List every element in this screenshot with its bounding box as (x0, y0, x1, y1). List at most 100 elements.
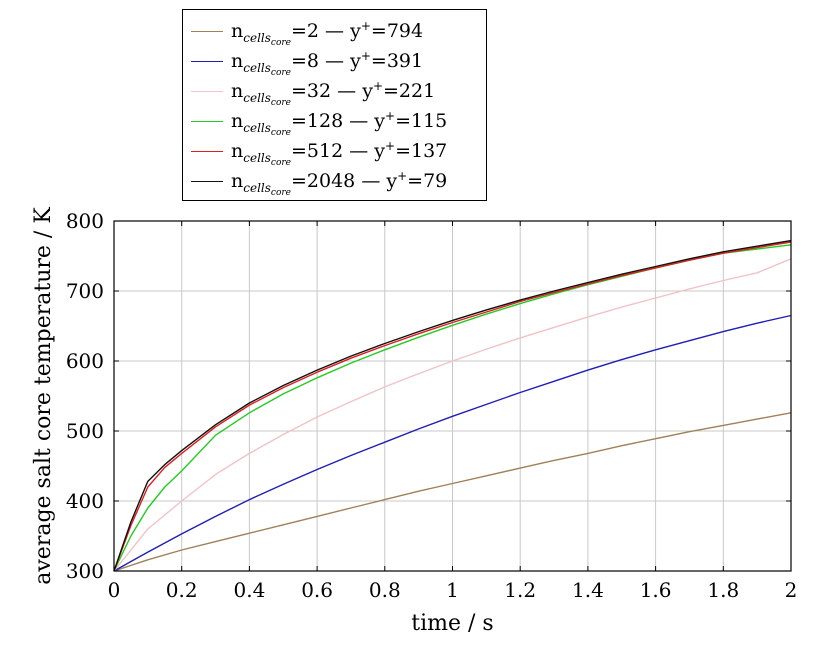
x-tick-label: 0.6 (301, 578, 333, 602)
series-line-4 (113, 241, 792, 572)
legend-label-part: =137 (395, 139, 448, 162)
legend-label-part: n (231, 79, 244, 102)
legend-label-part: — (319, 49, 351, 72)
legend-sub-cells: cells (243, 30, 271, 45)
legend-label-part: cellscore (243, 30, 291, 48)
legend-label: ncellscore=2 — y+=794 (231, 19, 424, 48)
x-tick-label: 2 (785, 578, 798, 602)
x-tick-labels: 0 0.2 0.4 0.6 0.8 1 1.2 1.4 1.6 1.8 2 (108, 578, 798, 602)
legend-label-part: + (397, 168, 408, 183)
y-tick-label: 600 (66, 349, 104, 373)
legend-label-part: =794 (370, 19, 424, 42)
series-line-1 (113, 314, 792, 572)
series-lines (113, 239, 792, 572)
legend-label-part: =2 (291, 19, 320, 42)
x-tick-label: 1.2 (504, 578, 536, 602)
legend-label-part: =391 (370, 49, 424, 72)
legend-label-part: =128 (291, 109, 344, 132)
legend-label-part: n (231, 49, 244, 72)
legend-label: ncellscore=8 — y+=391 (231, 48, 424, 78)
legend-label-part: =8 (291, 49, 320, 72)
legend-sub-core: core (270, 187, 291, 198)
legend-sub-cells: cells (243, 150, 271, 165)
y-tick-label: 400 (66, 489, 104, 513)
legend-swatch (191, 60, 223, 62)
legend-label-part: — (331, 79, 363, 102)
legend-label-part: =32 (291, 79, 332, 102)
legend-sub-cells: cells (243, 180, 271, 195)
legend-label: ncellscore=32 — y+=221 (231, 78, 436, 108)
legend: ncellscore=2 — y+=794 ncellscore=8 — y+=3… (182, 9, 487, 201)
legend-label-part: =2048 (291, 169, 356, 192)
x-tick-label: 1.4 (572, 578, 604, 602)
legend-label-part: cellscore (243, 120, 291, 138)
x-tick-label: 0.2 (166, 578, 198, 602)
x-tick-label: 0.4 (233, 578, 265, 602)
legend-entry: ncellscore=2 — y+=794 (183, 16, 486, 48)
legend-label: ncellscore=512 — y+=137 (231, 138, 448, 168)
legend-sub-core: core (270, 97, 291, 108)
legend-entry: ncellscore=512 — y+=137 (183, 136, 486, 168)
x-tick-label: 1 (446, 578, 459, 602)
legend-label-part: n (231, 169, 244, 192)
legend-label-part: n (231, 109, 244, 132)
legend-sub-cells: cells (243, 90, 271, 105)
series-line-2 (113, 258, 792, 572)
x-tick-label: 1.6 (640, 578, 672, 602)
series-line-0 (113, 412, 792, 572)
legend-sub-cells: cells (243, 120, 271, 135)
legend-label-part: cellscore (243, 150, 291, 168)
legend-label-part: cellscore (243, 180, 291, 198)
legend-label-part: — (343, 109, 375, 132)
axis-ticks (113, 220, 792, 572)
y-tick-label: 800 (66, 209, 104, 233)
legend-swatch (191, 90, 223, 92)
legend-label: ncellscore=128 — y+=115 (231, 108, 448, 138)
legend-label-part: cellscore (243, 60, 291, 78)
legend-label-part: — (319, 19, 351, 42)
legend-sub-core: core (270, 37, 291, 48)
legend-label-part: + (372, 78, 383, 93)
x-tick-label: 0 (108, 578, 121, 602)
legend-label-part: =221 (383, 79, 436, 102)
legend-label-part: =79 (407, 169, 448, 192)
legend-label-part: n (231, 139, 244, 162)
legend-label-part: y (350, 19, 361, 42)
legend-entry: ncellscore=8 — y+=391 (183, 46, 486, 78)
x-tick-label: 1.8 (707, 578, 739, 602)
legend-entry: ncellscore=32 — y+=221 (183, 76, 486, 108)
y-tick-labels: 300 400 500 600 700 800 (66, 209, 104, 583)
legend-label-part: y (374, 109, 386, 132)
legend-swatch (191, 180, 223, 182)
legend-sub-core: core (270, 157, 291, 168)
legend-label-part: y (362, 79, 373, 102)
grid-lines (113, 220, 792, 572)
legend-label-part: + (360, 48, 371, 63)
x-axis-label: time / s (411, 611, 493, 636)
legend-sub-cells: cells (243, 60, 271, 75)
legend-sub-core: core (270, 127, 291, 138)
legend-label-part: n (231, 19, 244, 42)
legend-label-part: cellscore (243, 90, 291, 108)
legend-label-part: y (386, 169, 398, 192)
legend-label-part: — (343, 139, 375, 162)
series-line-5 (113, 239, 792, 572)
legend-label-part: + (385, 108, 396, 123)
legend-label-part: — (355, 169, 387, 192)
legend-label-part: =512 (291, 139, 344, 162)
legend-label-part: y (350, 49, 361, 72)
legend-label: ncellscore=2048 — y+=79 (231, 168, 448, 198)
legend-swatch (191, 120, 223, 122)
legend-label-part: =115 (395, 109, 448, 132)
legend-entry: ncellscore=128 — y+=115 (183, 106, 486, 138)
legend-label-part: y (374, 139, 386, 162)
legend-sub-core: core (270, 67, 291, 78)
legend-entry: ncellscore=2048 — y+=79 (183, 166, 486, 198)
legend-label-part: + (385, 138, 396, 153)
y-tick-label: 300 (66, 559, 104, 583)
legend-swatch (191, 30, 223, 32)
y-tick-label: 500 (66, 419, 104, 443)
y-axis-label: average salt core temperature / K (31, 207, 56, 585)
x-tick-label: 0.8 (369, 578, 401, 602)
